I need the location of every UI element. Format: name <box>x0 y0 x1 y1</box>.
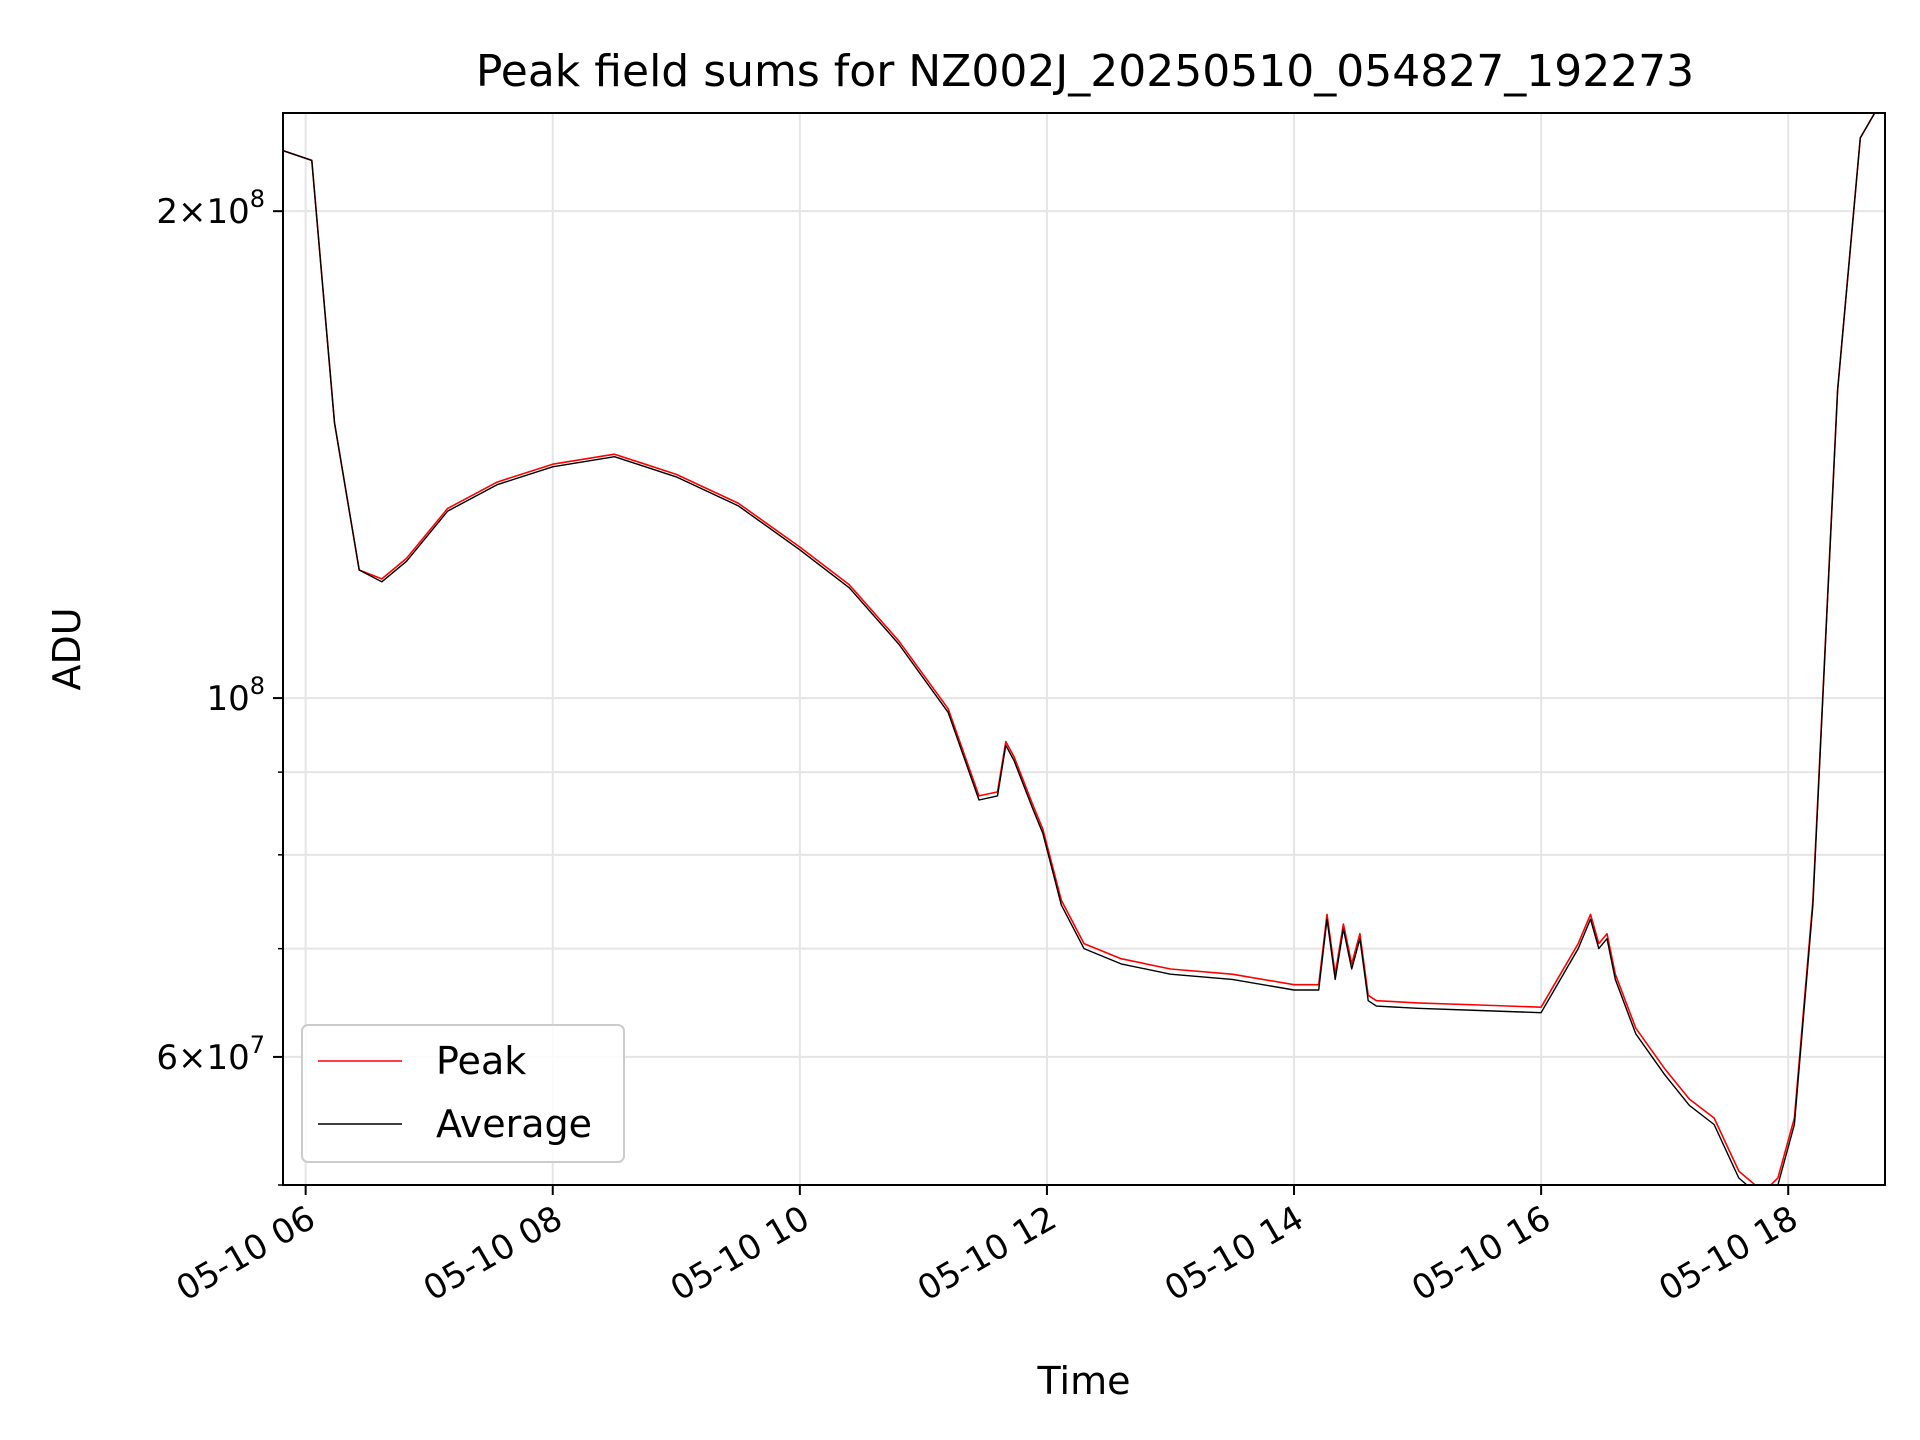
series-layer <box>283 113 1885 1185</box>
x-axis-label: Time <box>1037 1359 1131 1403</box>
legend-box <box>301 1024 625 1163</box>
legend: Peak Average <box>301 1024 625 1163</box>
y-tick-label: 6×107 <box>156 1031 265 1078</box>
plot-area <box>282 112 1886 1186</box>
legend-label-average: Average <box>436 1102 592 1146</box>
y-tick-label: 108 <box>206 672 265 719</box>
legend-label-peak: Peak <box>436 1039 526 1083</box>
series-line-average <box>283 113 1885 1185</box>
y-tick-label: 2×108 <box>156 185 265 232</box>
y-axis: 6×107 108 2×108 <box>156 185 283 1186</box>
plot-frame <box>282 112 1886 1186</box>
chart-title: Peak field sums for NZ002J_20250510_0548… <box>476 46 1694 97</box>
y-axis-label: ADU <box>45 607 89 690</box>
plot-background <box>283 113 1885 1185</box>
